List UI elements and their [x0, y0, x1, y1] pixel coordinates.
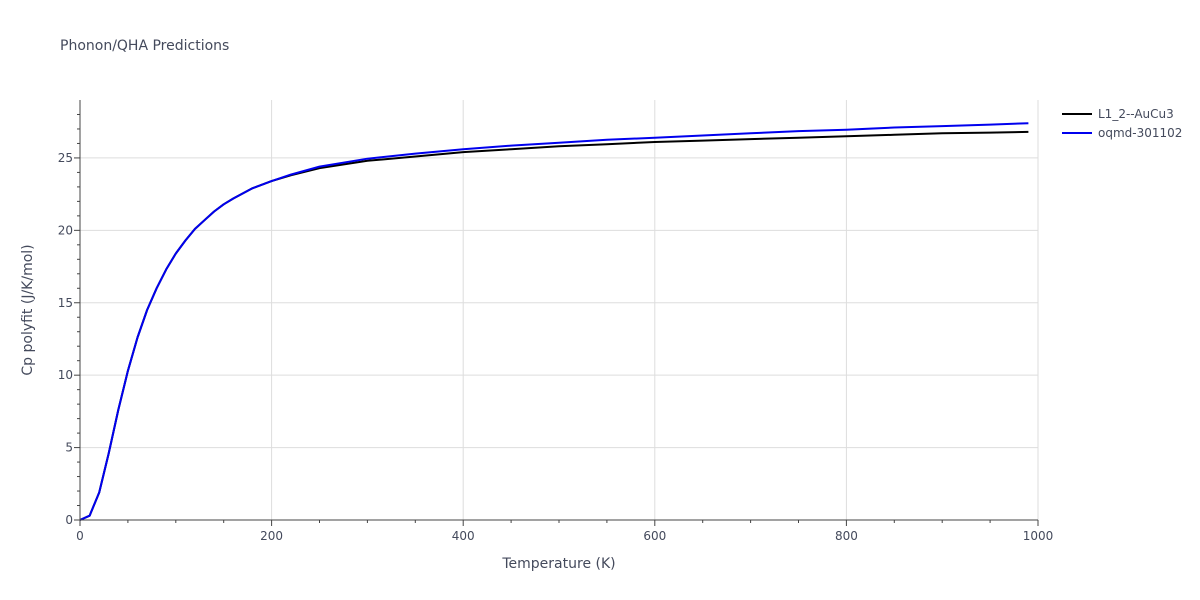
- y-tick-label: 25: [58, 151, 73, 165]
- y-tick-label: 5: [65, 441, 73, 455]
- x-tick-label: 1000: [1023, 529, 1054, 543]
- series-line-1: [79, 130, 1029, 521]
- x-tick-label: 400: [452, 529, 475, 543]
- chart-title: Phonon/QHA Predictions: [60, 38, 229, 54]
- legend-label: oqmd-301102: [1098, 126, 1182, 140]
- x-tick-label: 800: [835, 529, 858, 543]
- y-tick-label: 20: [58, 223, 73, 237]
- legend-label: L1_2--AuCu3: [1098, 107, 1174, 121]
- legend[interactable]: L1_2--AuCu3 oqmd-301102: [1062, 107, 1182, 140]
- axes: [74, 100, 1039, 526]
- legend-item-2[interactable]: oqmd-301102: [1062, 126, 1182, 140]
- y-tick-label: 0: [65, 513, 73, 527]
- x-axis-title: Temperature (K): [501, 556, 615, 572]
- y-tick-label: 15: [58, 296, 73, 310]
- tick-labels: 0 200 400 600 800 1000 0 5 10 15 20 25: [58, 151, 1054, 543]
- legend-item-1[interactable]: L1_2--AuCu3: [1062, 107, 1174, 121]
- x-tick-label: 200: [260, 529, 283, 543]
- grid: [80, 100, 1039, 520]
- series-line-2: [79, 122, 1029, 521]
- y-tick-label: 10: [58, 368, 73, 382]
- x-tick-label: 600: [643, 529, 666, 543]
- series-lines: [79, 122, 1029, 521]
- y-axis-title: Cp polyfit (J/K/mol): [20, 244, 36, 375]
- x-tick-label: 0: [76, 529, 84, 543]
